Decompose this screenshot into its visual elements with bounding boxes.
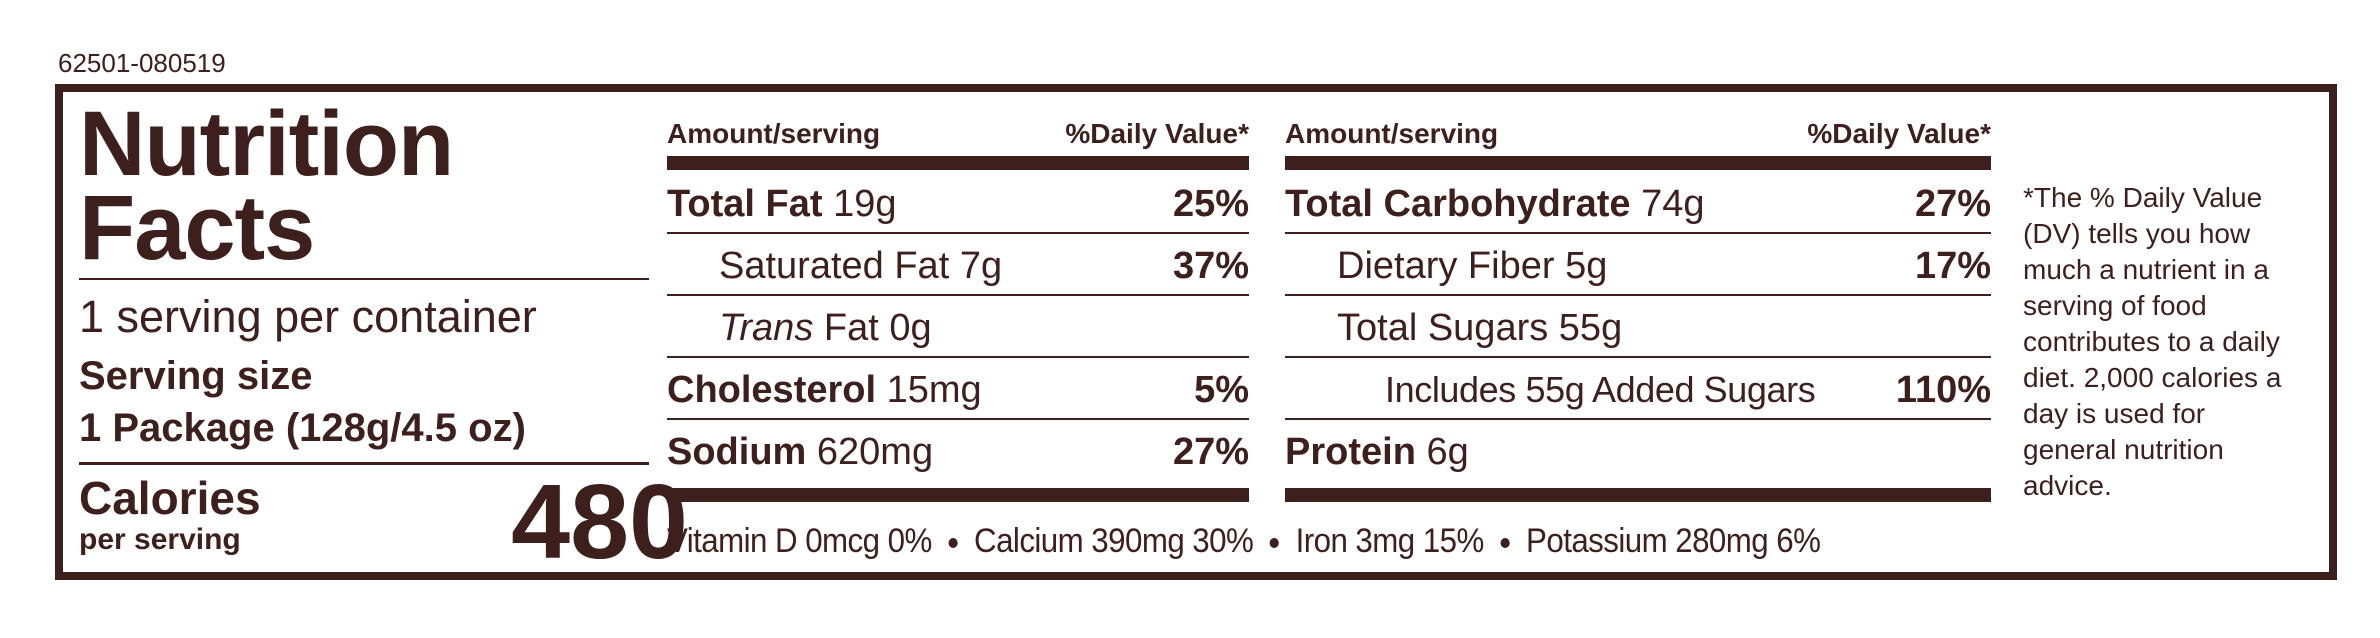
nutrient-row-dietary-fiber: Dietary Fiber 5g 17% <box>1285 234 1991 296</box>
potassium: Potassium 280mg 6% <box>1526 522 1821 560</box>
footer-thick-rule <box>1285 488 1991 502</box>
column-header: Amount/serving %Daily Value* <box>667 118 1249 154</box>
vitamin-d: Vitamin D 0mcg 0% <box>667 522 932 560</box>
nutrient-name: Protein <box>1285 431 1416 473</box>
calories-value: 480 <box>511 463 688 581</box>
nutrient-dv: 25% <box>1172 183 1249 225</box>
nutrient-amount: 620mg <box>816 431 934 473</box>
nutrient-amount: 19g <box>833 183 897 225</box>
bullet-icon <box>1500 538 1510 549</box>
nutrient-name: Dietary Fiber <box>1337 245 1555 287</box>
calcium: Calcium 390mg 30% <box>974 522 1254 560</box>
nutrient-row-saturated-fat: Saturated Fat 7g 37% <box>667 234 1249 296</box>
nutrient-amount: 5g <box>1565 245 1608 287</box>
amount-serving-header: Amount/serving <box>1285 118 1499 149</box>
title-divider <box>79 278 649 280</box>
bullet-icon <box>1269 538 1280 549</box>
nutrient-name: Sodium <box>667 431 807 473</box>
nutrient-row-cholesterol: Cholesterol 15mg 5% <box>667 358 1249 420</box>
nutrient-dv: 27% <box>1172 431 1249 473</box>
daily-value-header: %Daily Value* <box>1065 118 1249 149</box>
nutrient-dv: 5% <box>1194 369 1249 411</box>
iron: Iron 3mg 15% <box>1295 522 1485 560</box>
nutrient-column-right: Amount/serving %Daily Value* Total Carbo… <box>1285 92 1991 512</box>
nutrient-name: Cholesterol <box>667 369 877 411</box>
calories-label: Calories <box>79 472 261 524</box>
nutrient-amount: 6g <box>1426 431 1469 473</box>
nutrient-row-trans-fat: Trans Fat 0g <box>667 296 1249 358</box>
nutrient-column-left: Amount/serving %Daily Value* Total Fat 1… <box>667 92 1249 512</box>
title-line-2: Facts <box>79 177 315 279</box>
panel-title: Nutrition Facts <box>79 93 454 279</box>
nutrient-name: Saturated Fat <box>719 245 950 287</box>
nutrient-dv: 37% <box>1172 245 1249 287</box>
nutrient-amount: 74g <box>1641 183 1705 225</box>
serving-size-label: Serving size <box>79 354 313 398</box>
vitamins-minerals-line: Vitamin D 0mcg 0% Calcium 390mg 30% Iron 3… <box>667 522 1821 561</box>
label-code: 62501-080519 <box>58 48 226 78</box>
serving-size-value: 1 Package (128g/4.5 oz) <box>79 406 526 450</box>
daily-value-footnote: *The % Daily Value (DV) tells you how mu… <box>2023 182 2282 501</box>
nutrient-row-total-fat: Total Fat 19g 25% <box>667 172 1249 234</box>
nutrient-amount: Fat 0g <box>823 307 932 349</box>
nutrient-dv: 27% <box>1914 183 1991 225</box>
nutrient-name: Total Sugars <box>1337 307 1549 349</box>
nutrient-amount: 15mg <box>886 369 982 411</box>
nutrient-amount: 55g <box>1558 307 1623 349</box>
nutrient-name: Trans <box>719 307 814 349</box>
nutrition-facts-panel: Nutrition Facts 1 serving per container … <box>55 84 2337 580</box>
serving-divider <box>79 462 649 465</box>
amount-serving-header: Amount/serving <box>667 118 881 149</box>
nutrient-row-protein: Protein 6g <box>1285 420 1991 482</box>
header-thick-rule <box>667 156 1249 170</box>
nutrient-amount: 7g <box>959 245 1003 287</box>
nutrient-dv: 17% <box>1914 245 1991 287</box>
nutrient-name: Includes 55g Added Sugars <box>1385 369 1816 410</box>
calories-per-serving-label: per serving <box>79 523 241 556</box>
daily-value-header: %Daily Value* <box>1807 118 1991 149</box>
servings-per-container: 1 serving per container <box>79 291 537 342</box>
nutrient-row-total-carbohydrate: Total Carbohydrate 74g 27% <box>1285 172 1991 234</box>
nutrient-dv: 110% <box>1895 369 1991 411</box>
nutrient-row-added-sugars: Includes 55g Added Sugars 110% <box>1285 358 1991 420</box>
nutrient-name: Total Fat <box>667 183 823 225</box>
nutrient-row-total-sugars: Total Sugars 55g <box>1285 296 1991 358</box>
header-thick-rule <box>1285 156 1991 170</box>
nutrient-row-sodium: Sodium 620mg 27% <box>667 420 1249 482</box>
footer-thick-rule <box>667 488 1249 502</box>
nutrient-name: Total Carbohydrate <box>1285 183 1631 225</box>
title-line-1: Nutrition <box>79 93 454 195</box>
bullet-icon <box>948 538 958 549</box>
column-header: Amount/serving %Daily Value* <box>1285 118 1991 154</box>
serving-size: Serving size 1 Package (128g/4.5 oz) <box>79 350 526 454</box>
